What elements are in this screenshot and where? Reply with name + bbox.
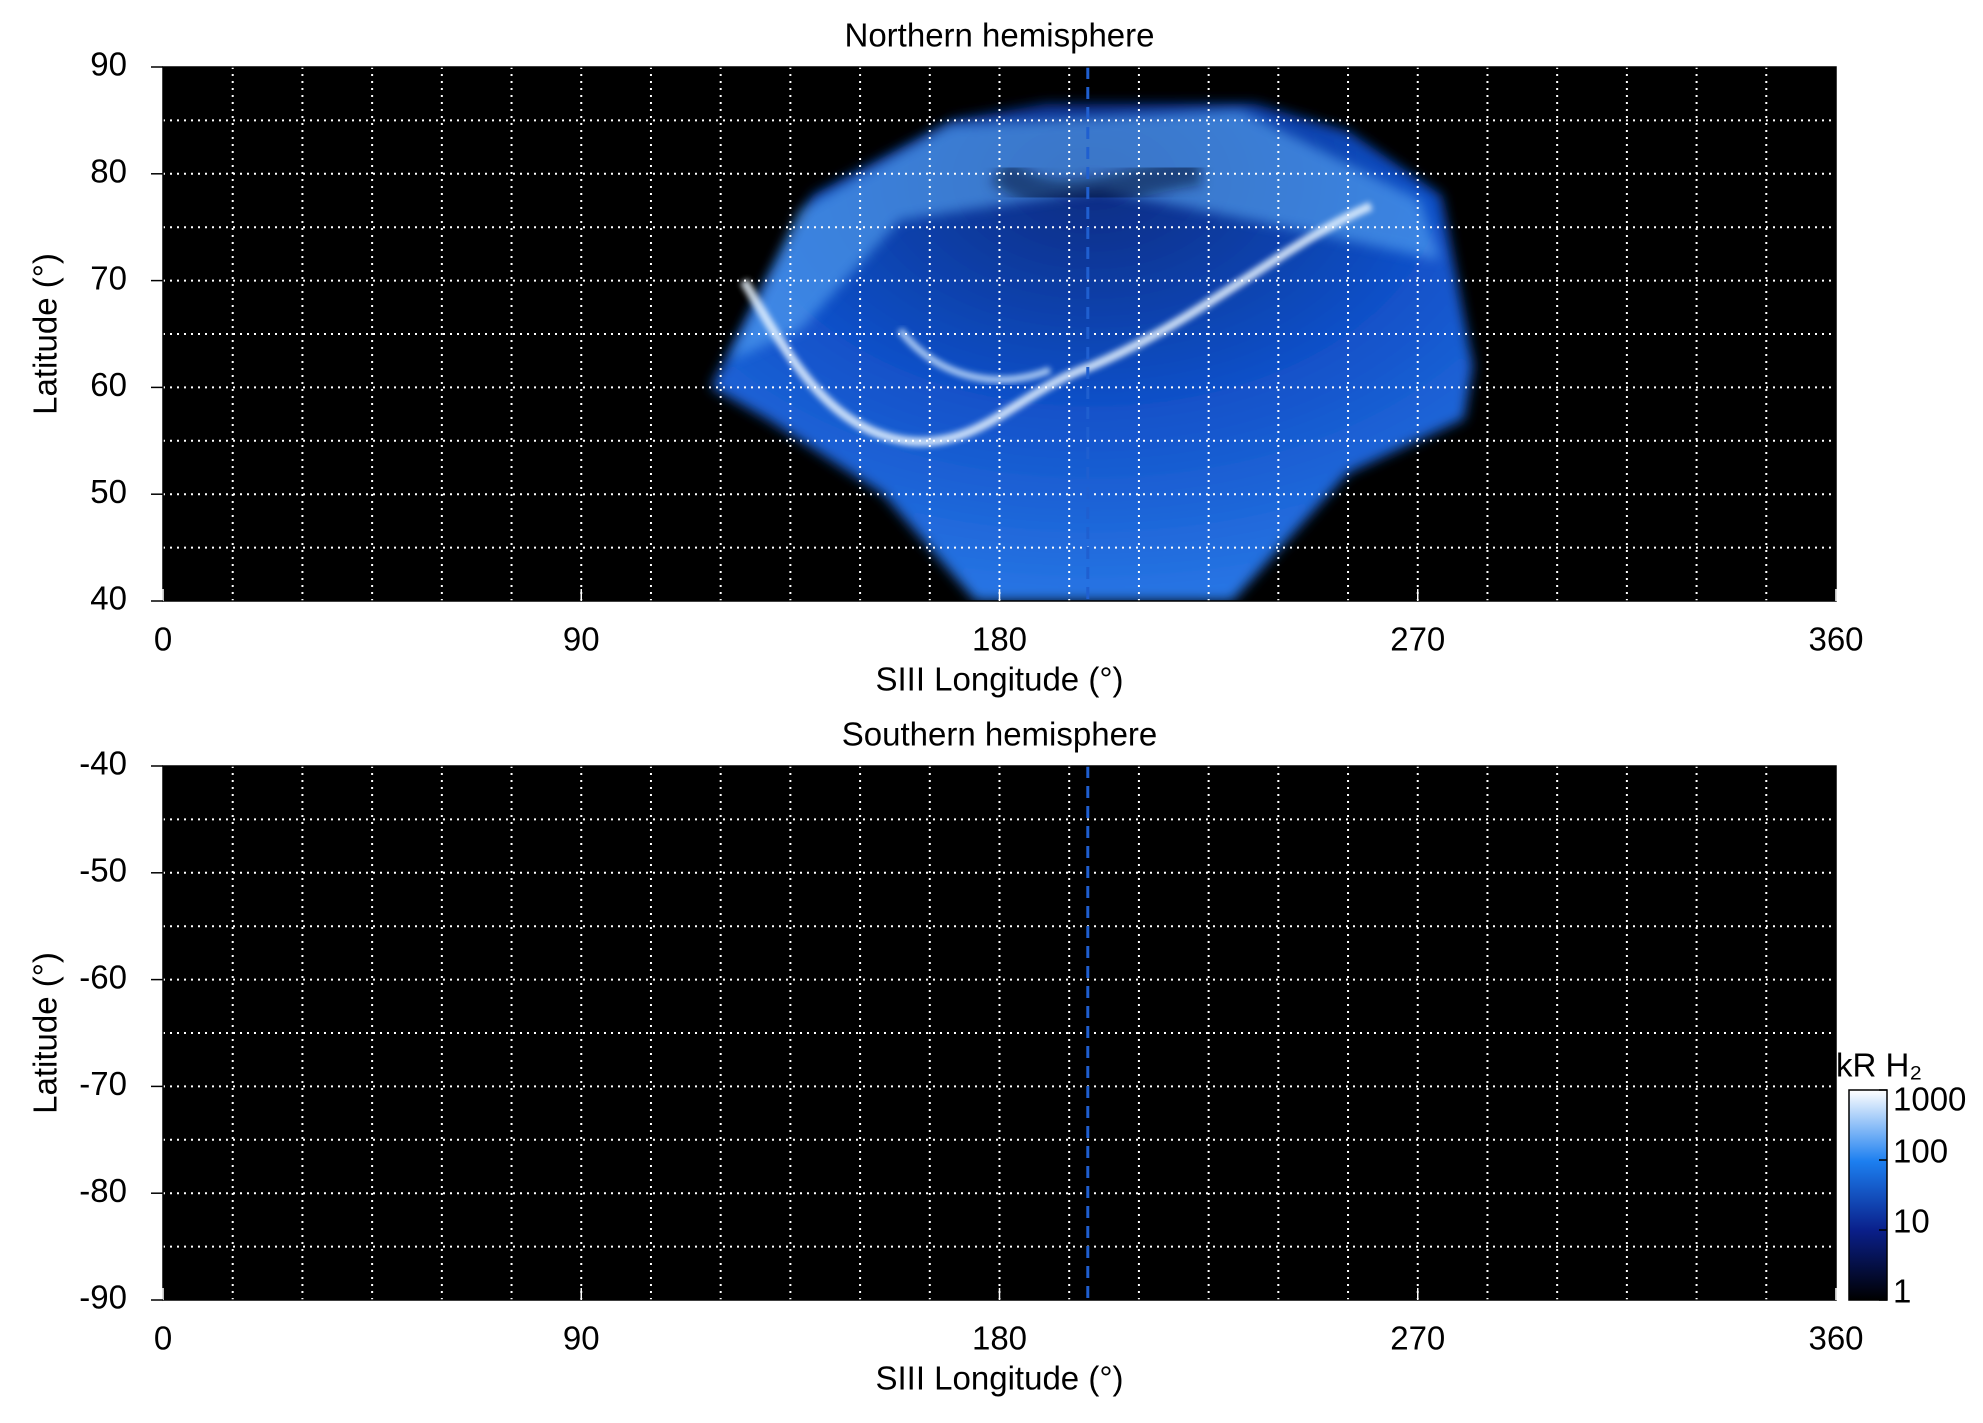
colorbar [1848,1089,1888,1301]
y-axis-label: Latitude (°) [27,253,64,415]
overlay: 0 90 180 270 360 40 50 60 70 80 90 Northern hemisph… [27,17,1864,698]
x-tick-label: 360 [1808,621,1863,658]
y-tick-label: 90 [90,46,127,83]
x-tick-label: 0 [154,1320,172,1357]
y-tick-label: -70 [79,1065,127,1102]
x-tick-label: 90 [563,621,600,658]
x-tick-label: 270 [1390,621,1445,658]
y-tick-label: -50 [79,852,127,889]
colorbar-label: kR H₂ [1836,1047,1922,1084]
x-tick-label: 0 [154,621,172,658]
y-tick-label: -40 [79,745,127,782]
y-tick-label: 40 [90,580,127,617]
overlay: 0 90 180 270 360 -90 -80 -70 -60 -50 -40 Southern h… [27,716,1967,1397]
colorbar-tick-label: 10 [1893,1203,1930,1240]
y-tick-label: 80 [90,153,127,190]
chart-title: Southern hemisphere [842,716,1158,753]
colorbar-tick-label: 100 [1893,1133,1948,1170]
y-tick-label: -90 [79,1279,127,1316]
x-tick-label: 180 [972,621,1027,658]
y-tick-label: 50 [90,473,127,510]
colorbar-tick-label: 1 [1893,1273,1911,1310]
y-tick-label: 60 [90,366,127,403]
x-tick-label: 90 [563,1320,600,1357]
x-tick-label: 270 [1390,1320,1445,1357]
colorbar-tick-label: 1000 [1893,1081,1966,1118]
y-tick-label: -60 [79,958,127,995]
y-axis-label: Latitude (°) [27,952,64,1114]
chart-title: Northern hemisphere [845,17,1155,54]
x-axis-label: SIII Longitude (°) [876,661,1124,698]
x-tick-label: 360 [1808,1320,1863,1357]
aurora-image [711,104,1473,601]
y-tick-label: -80 [79,1172,127,1209]
y-tick-label: 70 [90,259,127,296]
x-axis-label: SIII Longitude (°) [876,1360,1124,1397]
x-tick-label: 180 [972,1320,1027,1357]
